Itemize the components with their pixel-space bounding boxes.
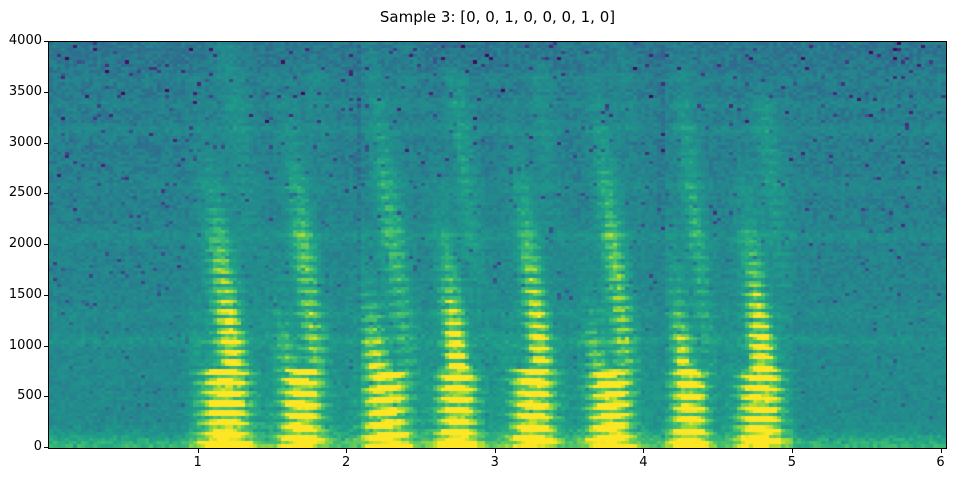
y-tick-label: 2000 — [8, 236, 42, 251]
x-tick-mark — [940, 449, 942, 453]
y-tick-mark — [44, 396, 48, 398]
y-tick-mark — [44, 294, 48, 296]
spectrogram-canvas — [49, 42, 946, 448]
x-tick-mark — [643, 449, 645, 453]
x-tick-label: 3 — [490, 455, 499, 470]
y-tick-label: 3500 — [8, 83, 42, 99]
y-tick-mark — [44, 142, 48, 144]
y-tick-label: 3000 — [8, 134, 42, 150]
x-tick-label: 1 — [193, 455, 202, 470]
y-tick-label: 4000 — [8, 33, 42, 48]
x-tick-label: 6 — [936, 455, 945, 470]
x-tick-mark — [197, 449, 199, 453]
y-tick-label: 1500 — [8, 286, 42, 302]
x-tick-label: 5 — [787, 455, 797, 470]
y-tick-label: 500 — [17, 388, 42, 404]
y-tick-mark — [44, 193, 48, 195]
y-tick-mark — [44, 91, 48, 93]
y-tick-mark — [44, 244, 48, 245]
chart-title: Sample 3: [0, 0, 1, 0, 0, 0, 1, 0] — [379, 8, 616, 26]
x-tick-label: 4 — [639, 455, 648, 470]
y-tick-mark — [44, 447, 48, 448]
y-tick-label: 1000 — [8, 337, 42, 353]
x-tick-mark — [346, 449, 348, 453]
x-tick-mark — [791, 449, 793, 453]
y-tick-mark — [44, 345, 48, 347]
y-tick-label: 2500 — [8, 185, 42, 201]
x-tick-label: 2 — [342, 455, 351, 470]
x-tick-mark — [494, 449, 496, 453]
plot-area — [48, 41, 947, 449]
y-tick-label: 0 — [33, 439, 42, 454]
y-tick-mark — [44, 41, 48, 42]
